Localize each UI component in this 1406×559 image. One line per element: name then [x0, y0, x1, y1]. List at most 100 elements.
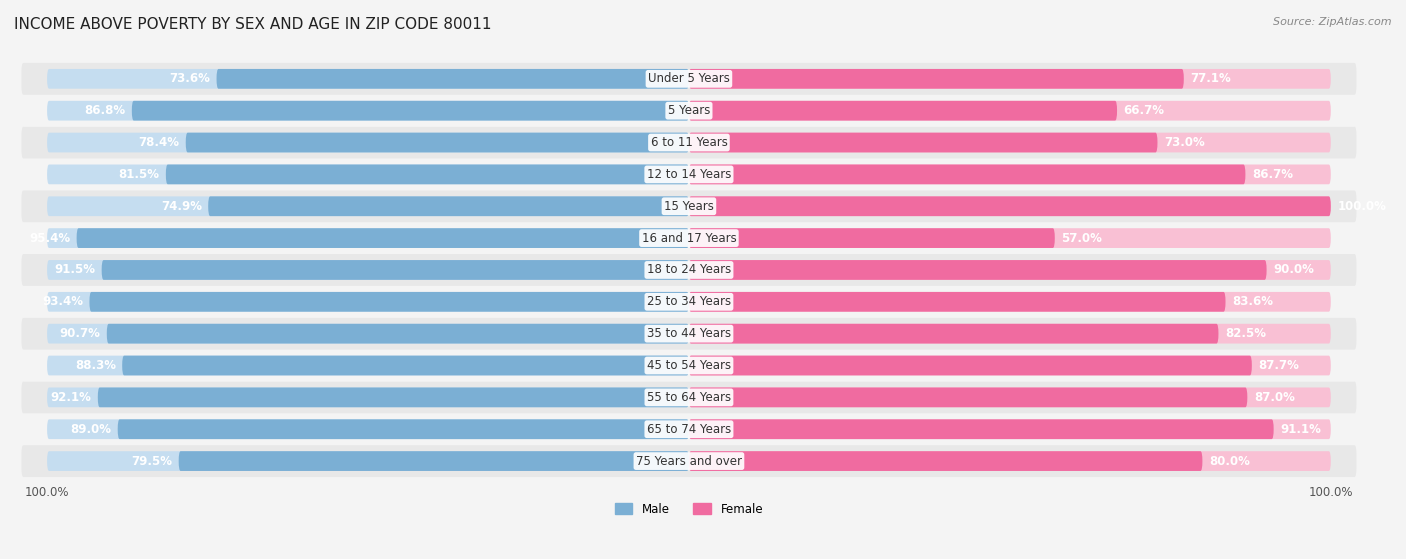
Text: 12 to 14 Years: 12 to 14 Years: [647, 168, 731, 181]
Text: 91.1%: 91.1%: [1279, 423, 1322, 435]
Text: 57.0%: 57.0%: [1062, 231, 1102, 245]
FancyBboxPatch shape: [101, 260, 689, 280]
FancyBboxPatch shape: [122, 356, 689, 376]
Text: 93.4%: 93.4%: [42, 295, 83, 309]
Text: 87.0%: 87.0%: [1254, 391, 1295, 404]
Text: 80.0%: 80.0%: [1209, 454, 1250, 467]
FancyBboxPatch shape: [689, 260, 1331, 280]
Text: 87.7%: 87.7%: [1258, 359, 1299, 372]
FancyBboxPatch shape: [21, 158, 1357, 190]
FancyBboxPatch shape: [46, 196, 689, 216]
Text: 55 to 64 Years: 55 to 64 Years: [647, 391, 731, 404]
FancyBboxPatch shape: [46, 292, 689, 312]
FancyBboxPatch shape: [689, 292, 1226, 312]
Text: 73.6%: 73.6%: [169, 72, 209, 86]
FancyBboxPatch shape: [132, 101, 689, 121]
FancyBboxPatch shape: [76, 228, 689, 248]
FancyBboxPatch shape: [46, 451, 689, 471]
FancyBboxPatch shape: [21, 222, 1357, 254]
FancyBboxPatch shape: [689, 164, 1331, 184]
Text: 91.5%: 91.5%: [55, 263, 96, 277]
FancyBboxPatch shape: [46, 69, 689, 89]
Text: 15 Years: 15 Years: [664, 200, 714, 213]
FancyBboxPatch shape: [689, 132, 1157, 153]
Text: 75 Years and over: 75 Years and over: [636, 454, 742, 467]
FancyBboxPatch shape: [689, 356, 1251, 376]
Text: 86.7%: 86.7%: [1251, 168, 1294, 181]
FancyBboxPatch shape: [21, 286, 1357, 318]
FancyBboxPatch shape: [689, 324, 1219, 344]
FancyBboxPatch shape: [21, 413, 1357, 445]
Text: 81.5%: 81.5%: [118, 168, 159, 181]
FancyBboxPatch shape: [689, 451, 1331, 471]
Text: 95.4%: 95.4%: [30, 231, 70, 245]
FancyBboxPatch shape: [21, 445, 1357, 477]
FancyBboxPatch shape: [689, 260, 1267, 280]
FancyBboxPatch shape: [179, 451, 689, 471]
FancyBboxPatch shape: [186, 132, 689, 153]
FancyBboxPatch shape: [689, 228, 1054, 248]
Text: 65 to 74 Years: 65 to 74 Years: [647, 423, 731, 435]
Text: 92.1%: 92.1%: [51, 391, 91, 404]
Text: 83.6%: 83.6%: [1232, 295, 1272, 309]
FancyBboxPatch shape: [21, 63, 1357, 95]
Text: 89.0%: 89.0%: [70, 423, 111, 435]
FancyBboxPatch shape: [689, 132, 1331, 153]
FancyBboxPatch shape: [689, 101, 1116, 121]
FancyBboxPatch shape: [208, 196, 689, 216]
Text: 79.5%: 79.5%: [131, 454, 173, 467]
Text: 6 to 11 Years: 6 to 11 Years: [651, 136, 727, 149]
FancyBboxPatch shape: [98, 387, 689, 408]
Legend: Male, Female: Male, Female: [610, 498, 768, 520]
Text: INCOME ABOVE POVERTY BY SEX AND AGE IN ZIP CODE 80011: INCOME ABOVE POVERTY BY SEX AND AGE IN Z…: [14, 17, 492, 32]
Text: 5 Years: 5 Years: [668, 104, 710, 117]
FancyBboxPatch shape: [118, 419, 689, 439]
FancyBboxPatch shape: [689, 419, 1274, 439]
FancyBboxPatch shape: [689, 451, 1202, 471]
FancyBboxPatch shape: [689, 196, 1331, 216]
FancyBboxPatch shape: [21, 95, 1357, 127]
Text: 18 to 24 Years: 18 to 24 Years: [647, 263, 731, 277]
FancyBboxPatch shape: [689, 228, 1331, 248]
Text: 45 to 54 Years: 45 to 54 Years: [647, 359, 731, 372]
FancyBboxPatch shape: [90, 292, 689, 312]
FancyBboxPatch shape: [689, 419, 1331, 439]
FancyBboxPatch shape: [46, 356, 689, 376]
FancyBboxPatch shape: [21, 381, 1357, 413]
FancyBboxPatch shape: [689, 387, 1331, 408]
Text: 16 and 17 Years: 16 and 17 Years: [641, 231, 737, 245]
FancyBboxPatch shape: [107, 324, 689, 344]
FancyBboxPatch shape: [21, 254, 1357, 286]
FancyBboxPatch shape: [689, 69, 1331, 89]
FancyBboxPatch shape: [21, 127, 1357, 158]
Text: 35 to 44 Years: 35 to 44 Years: [647, 327, 731, 340]
FancyBboxPatch shape: [21, 190, 1357, 222]
FancyBboxPatch shape: [689, 387, 1247, 408]
FancyBboxPatch shape: [689, 324, 1331, 344]
FancyBboxPatch shape: [689, 356, 1331, 376]
Text: 90.7%: 90.7%: [59, 327, 100, 340]
Text: 25 to 34 Years: 25 to 34 Years: [647, 295, 731, 309]
FancyBboxPatch shape: [689, 164, 1246, 184]
FancyBboxPatch shape: [689, 101, 1331, 121]
FancyBboxPatch shape: [46, 132, 689, 153]
Text: 100.0%: 100.0%: [1337, 200, 1386, 213]
Text: 74.9%: 74.9%: [160, 200, 202, 213]
FancyBboxPatch shape: [46, 228, 689, 248]
FancyBboxPatch shape: [46, 260, 689, 280]
Text: 73.0%: 73.0%: [1164, 136, 1205, 149]
FancyBboxPatch shape: [689, 292, 1331, 312]
FancyBboxPatch shape: [217, 69, 689, 89]
FancyBboxPatch shape: [46, 164, 689, 184]
Text: 90.0%: 90.0%: [1272, 263, 1313, 277]
FancyBboxPatch shape: [689, 69, 1184, 89]
FancyBboxPatch shape: [689, 196, 1331, 216]
Text: 77.1%: 77.1%: [1191, 72, 1232, 86]
Text: 66.7%: 66.7%: [1123, 104, 1164, 117]
Text: 86.8%: 86.8%: [84, 104, 125, 117]
Text: 78.4%: 78.4%: [138, 136, 180, 149]
FancyBboxPatch shape: [46, 387, 689, 408]
FancyBboxPatch shape: [46, 101, 689, 121]
FancyBboxPatch shape: [46, 419, 689, 439]
FancyBboxPatch shape: [46, 324, 689, 344]
